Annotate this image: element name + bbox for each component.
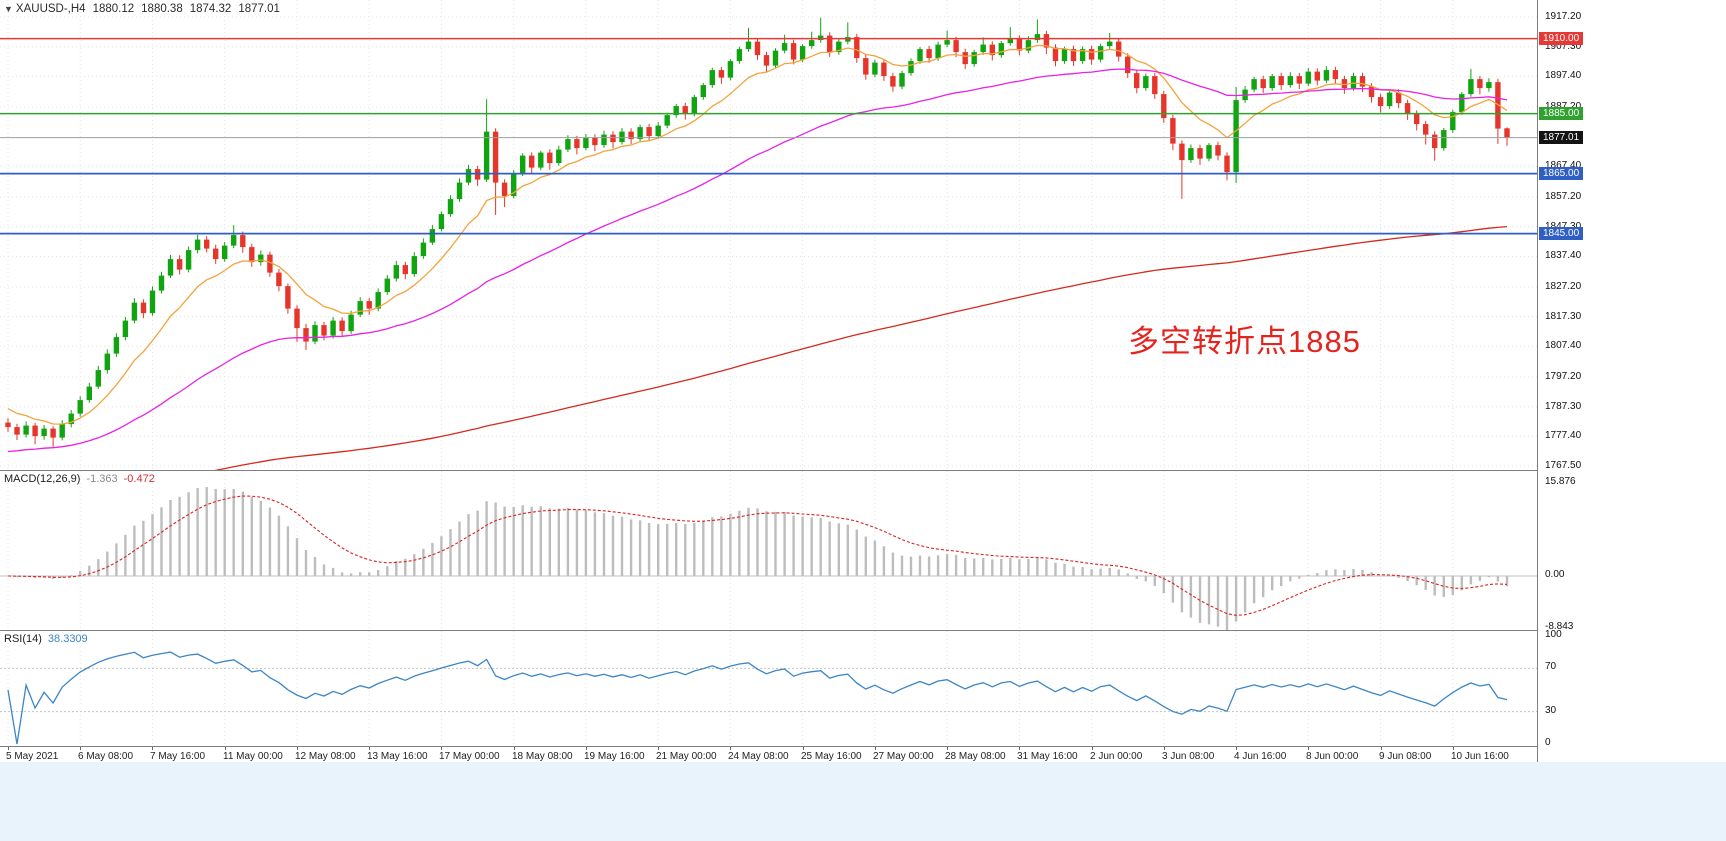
- rsi-header: RSI(14) 38.3309: [4, 633, 88, 645]
- time-axis-label: 13 May 16:00: [367, 751, 428, 762]
- time-axis-label: 21 May 00:00: [656, 751, 717, 762]
- time-axis-label: 4 Jun 16:00: [1234, 751, 1287, 762]
- price-axis-label: 0: [1545, 737, 1551, 748]
- collapse-arrow-icon[interactable]: ▼: [4, 4, 13, 14]
- price-level-badge: 1845.00: [1539, 227, 1584, 240]
- time-axis-label: 2 Jun 00:00: [1090, 751, 1143, 762]
- time-axis-label: 6 May 08:00: [78, 751, 134, 762]
- time-axis-tick: [658, 747, 659, 750]
- price-level-badge: 1865.00: [1539, 167, 1584, 180]
- price-axis-label: 1777.40: [1545, 430, 1582, 441]
- price-axis-label: 1817.30: [1545, 311, 1582, 322]
- price-level-badge: 1885.00: [1539, 107, 1584, 120]
- price-axis-label: 1897.40: [1545, 70, 1582, 81]
- price-axis-label: 100: [1545, 629, 1562, 640]
- time-axis-label: 5 May 2021: [6, 751, 59, 762]
- time-axis-tick: [1236, 747, 1237, 750]
- symbol-label: XAUUSD-,H4: [15, 3, 86, 15]
- ohlc-close: 1877.01: [238, 3, 280, 15]
- price-axis-label: 1807.40: [1545, 340, 1582, 351]
- macd-label: MACD(12,26,9): [4, 473, 81, 485]
- price-axis-label: 1797.20: [1545, 371, 1582, 382]
- price-axis-label: 0.00: [1545, 569, 1565, 580]
- macd-chart[interactable]: [0, 471, 1537, 631]
- time-axis-label: 9 Jun 08:00: [1379, 751, 1432, 762]
- chart-annotation-text[interactable]: 多空转折点1885: [1128, 324, 1361, 359]
- price-axis-label: 1857.20: [1545, 191, 1582, 202]
- time-axis-tick: [152, 747, 153, 750]
- time-axis-label: 10 Jun 16:00: [1451, 751, 1509, 762]
- time-axis-tick: [80, 747, 81, 750]
- time-axis[interactable]: 5 May 2021 6 May 08:00 7 May 16:00 11 May 0…: [0, 746, 1537, 763]
- macd-main-value: -1.363: [86, 473, 118, 485]
- rsi-label: RSI(14): [4, 633, 42, 645]
- macd-panel[interactable]: MACD(12,26,9) -1.363 -0.472: [0, 470, 1537, 631]
- time-axis-tick: [514, 747, 515, 750]
- time-axis-label: 24 May 08:00: [728, 751, 789, 762]
- time-axis-tick: [947, 747, 948, 750]
- price-chart-panel[interactable]: ▼ XAUUSD-,H4 1880.12 1880.38 1874.32 1877.01 …: [0, 0, 1537, 470]
- time-axis-tick: [1453, 747, 1454, 750]
- time-axis-tick: [803, 747, 804, 750]
- rsi-panel[interactable]: RSI(14) 38.3309: [0, 630, 1537, 747]
- macd-signal-value: -0.472: [123, 473, 155, 485]
- time-axis-label: 17 May 00:00: [439, 751, 500, 762]
- time-axis-label: 8 Jun 00:00: [1306, 751, 1359, 762]
- time-axis-tick: [225, 747, 226, 750]
- candlestick-chart[interactable]: [0, 0, 1537, 470]
- price-axis-label: 1887.20: [1545, 101, 1581, 112]
- price-axis[interactable]: 1917.20 1907.30 1897.40 1887.20 1867.40 1857.…: [1537, 0, 1726, 762]
- time-axis-tick: [297, 747, 298, 750]
- window-background: [0, 762, 1726, 841]
- time-axis-tick: [1019, 747, 1020, 750]
- time-axis-label: 18 May 08:00: [512, 751, 573, 762]
- ohlc-low: 1874.32: [189, 3, 232, 15]
- price-axis-label: 1767.50: [1545, 460, 1582, 471]
- price-axis-label: 70: [1545, 661, 1557, 672]
- price-axis-label: 1827.20: [1545, 281, 1582, 292]
- price-axis-label: 1847.30: [1545, 221, 1581, 232]
- time-axis-tick: [1308, 747, 1309, 750]
- price-axis-label: 1907.30: [1545, 41, 1582, 52]
- rsi-chart[interactable]: [0, 631, 1537, 747]
- time-axis-tick: [8, 747, 9, 750]
- time-axis-tick: [369, 747, 370, 750]
- price-axis-label: 1787.30: [1545, 401, 1582, 412]
- price-axis-label: 30: [1545, 705, 1557, 716]
- time-axis-label: 25 May 16:00: [801, 751, 862, 762]
- time-axis-tick: [586, 747, 587, 750]
- price-axis-label: 1867.40: [1545, 160, 1582, 171]
- time-axis-label: 28 May 08:00: [945, 751, 1006, 762]
- rsi-value: 38.3309: [47, 633, 88, 645]
- time-axis-label: 7 May 16:00: [150, 751, 206, 762]
- time-axis-tick: [1092, 747, 1093, 750]
- ohlc-high: 1880.38: [141, 3, 183, 15]
- price-axis-label: 1837.40: [1545, 250, 1582, 261]
- time-axis-label: 3 Jun 08:00: [1162, 751, 1215, 762]
- time-axis-label: 27 May 00:00: [873, 751, 934, 762]
- time-axis-tick: [875, 747, 876, 750]
- symbol-ohlc-readout: ▼ XAUUSD-,H4 1880.12 1880.38 1874.32 1877.01: [4, 3, 280, 15]
- macd-header: MACD(12,26,9) -1.363 -0.472: [4, 473, 155, 485]
- price-axis-label: 15.876: [1545, 476, 1576, 487]
- time-axis-tick: [730, 747, 731, 750]
- price-axis-label: 1917.20: [1545, 11, 1582, 22]
- time-axis-tick: [1164, 747, 1165, 750]
- time-axis-label: 11 May 00:00: [223, 751, 283, 762]
- time-axis-label: 31 May 16:00: [1017, 751, 1078, 762]
- ohlc-open: 1880.12: [92, 3, 135, 15]
- time-axis-label: 19 May 16:00: [584, 751, 645, 762]
- time-axis-tick: [1381, 747, 1382, 750]
- time-axis-tick: [441, 747, 442, 750]
- time-axis-label: 12 May 08:00: [295, 751, 356, 762]
- price-level-badge: 1877.01: [1539, 131, 1584, 144]
- price-level-badge: 1910.00: [1539, 32, 1584, 45]
- price-axis-label: -8.843: [1545, 621, 1574, 632]
